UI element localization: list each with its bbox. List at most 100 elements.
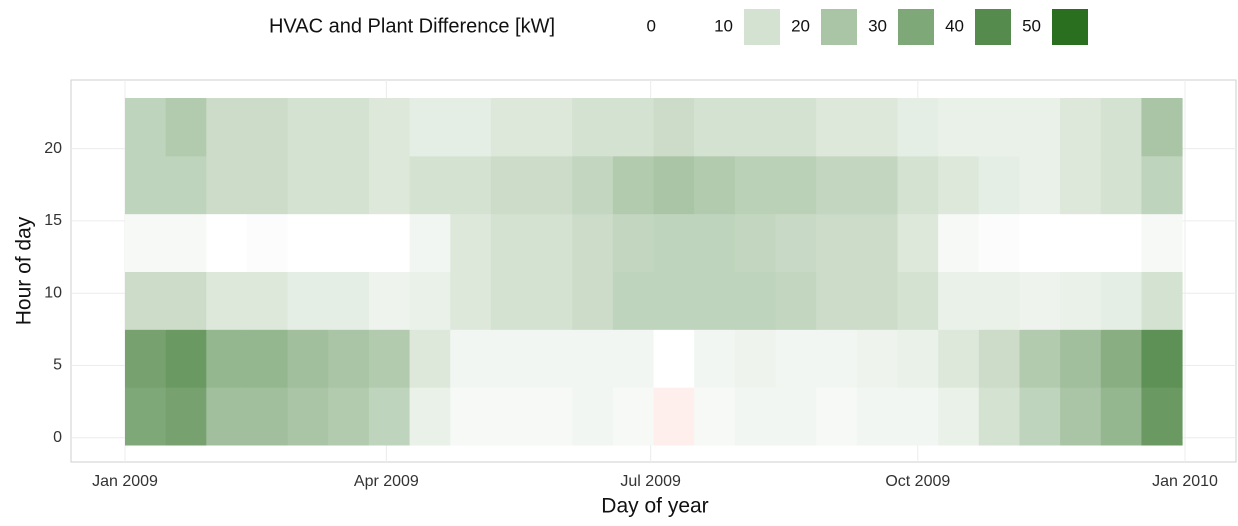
x-tick-label: Jul 2009: [620, 473, 681, 490]
heatmap-cell: [856, 213, 898, 272]
legend-swatch: [744, 9, 780, 45]
heatmap-cell: [368, 213, 411, 272]
heatmap-cell: [1019, 387, 1061, 446]
heatmap-cell: [450, 98, 492, 157]
heatmap-cell: [1141, 387, 1183, 446]
heatmap-cell: [856, 387, 898, 446]
heatmap-cell: [125, 98, 167, 157]
heatmap-cell: [938, 213, 980, 272]
heatmap-cell: [856, 329, 898, 388]
heatmap-cell: [572, 98, 614, 157]
heatmap-cell: [165, 387, 207, 446]
legend-swatch: [821, 9, 857, 45]
heatmap-cell: [734, 271, 777, 330]
heatmap-cell: [612, 213, 655, 272]
heatmap-cell: [531, 387, 573, 446]
heatmap-cell: [165, 98, 207, 157]
heatmap-cell: [409, 213, 451, 272]
heatmap-cell: [978, 213, 1020, 272]
heatmap-cell: [490, 155, 533, 215]
heatmap-cell: [694, 329, 736, 388]
y-tick-label: 20: [44, 140, 62, 157]
heatmap-cell: [1019, 155, 1061, 215]
legend-label: 10: [714, 16, 733, 35]
heatmap-cell: [287, 271, 329, 330]
heatmap-cell: [125, 213, 167, 272]
heatmap-cell: [206, 329, 248, 388]
heatmap-cell: [653, 387, 695, 446]
heatmap-cell: [531, 213, 573, 272]
heatmap-cell: [775, 155, 817, 215]
heatmap-cell: [938, 155, 980, 215]
heatmap-cell: [246, 155, 289, 215]
heatmap-cell: [897, 98, 939, 157]
heatmap-cell: [1100, 98, 1142, 157]
heatmap-cell: [1019, 271, 1061, 330]
heatmap-cell: [856, 98, 898, 157]
heatmap-cell: [1100, 387, 1142, 446]
heatmap-cell: [775, 98, 817, 157]
heatmap-cell: [287, 98, 329, 157]
heatmap-cell: [1141, 271, 1183, 330]
y-tick-label: 10: [44, 284, 62, 301]
heatmap-cell: [856, 155, 898, 215]
heatmap-cell: [246, 329, 289, 388]
heatmap-cell: [125, 155, 167, 215]
heatmap-cell: [125, 271, 167, 330]
heatmap-cell: [287, 387, 329, 446]
legend-swatch: [975, 9, 1011, 45]
heatmap-cell: [287, 213, 329, 272]
heatmap-cell: [531, 271, 573, 330]
legend-swatch: [898, 9, 934, 45]
heatmap-cell: [734, 329, 777, 388]
heatmap-cell: [246, 213, 289, 272]
heatmap-cell: [1019, 98, 1061, 157]
heatmap-cell: [694, 155, 736, 215]
heatmap-cell: [165, 213, 207, 272]
heatmap-cell: [816, 213, 858, 272]
x-tick-label: Jan 2009: [92, 473, 158, 490]
heatmap-cell: [287, 155, 329, 215]
heatmap-cell: [368, 98, 411, 157]
heatmap-cell: [1100, 155, 1142, 215]
x-tick-label: Apr 2009: [354, 473, 419, 490]
heatmap-cell: [612, 329, 655, 388]
heatmap-cell: [612, 271, 655, 330]
heatmap-cell: [450, 329, 492, 388]
heatmap-cell: [775, 213, 817, 272]
heatmap-cell: [816, 329, 858, 388]
legend-label: 0: [647, 16, 656, 35]
heatmap-cell: [368, 387, 411, 446]
y-axis-title: Hour of day: [13, 216, 36, 325]
heatmap-cell: [1141, 98, 1183, 157]
heatmap-cell: [612, 387, 655, 446]
heatmap-cell: [246, 271, 289, 330]
heatmap-cell: [409, 329, 451, 388]
heatmap-cell: [653, 271, 695, 330]
heatmap-cell: [694, 213, 736, 272]
heatmap-cell: [653, 213, 695, 272]
x-tick-label: Jan 2010: [1152, 473, 1218, 490]
heatmap-cell: [1060, 98, 1102, 157]
heatmap-cell: [978, 98, 1020, 157]
heatmap-cell: [694, 271, 736, 330]
heatmap-cell: [1100, 213, 1142, 272]
heatmap-cell: [897, 387, 939, 446]
heatmap-cell: [653, 329, 695, 388]
heatmap-cell: [816, 98, 858, 157]
heatmap-cell: [572, 387, 614, 446]
heatmap-cell: [1060, 329, 1102, 388]
heatmap-cell: [490, 271, 533, 330]
heatmap-cell: [368, 155, 411, 215]
legend-swatch: [667, 9, 703, 45]
legend-label: 30: [868, 16, 887, 35]
heatmap-cell: [978, 329, 1020, 388]
heatmap-cell: [694, 387, 736, 446]
heatmap-cell: [165, 329, 207, 388]
heatmap-cell: [1060, 271, 1102, 330]
heatmap-cell: [531, 98, 573, 157]
legend-swatch: [1052, 9, 1088, 45]
heatmap-cell: [978, 387, 1020, 446]
heatmap-cell: [165, 271, 207, 330]
